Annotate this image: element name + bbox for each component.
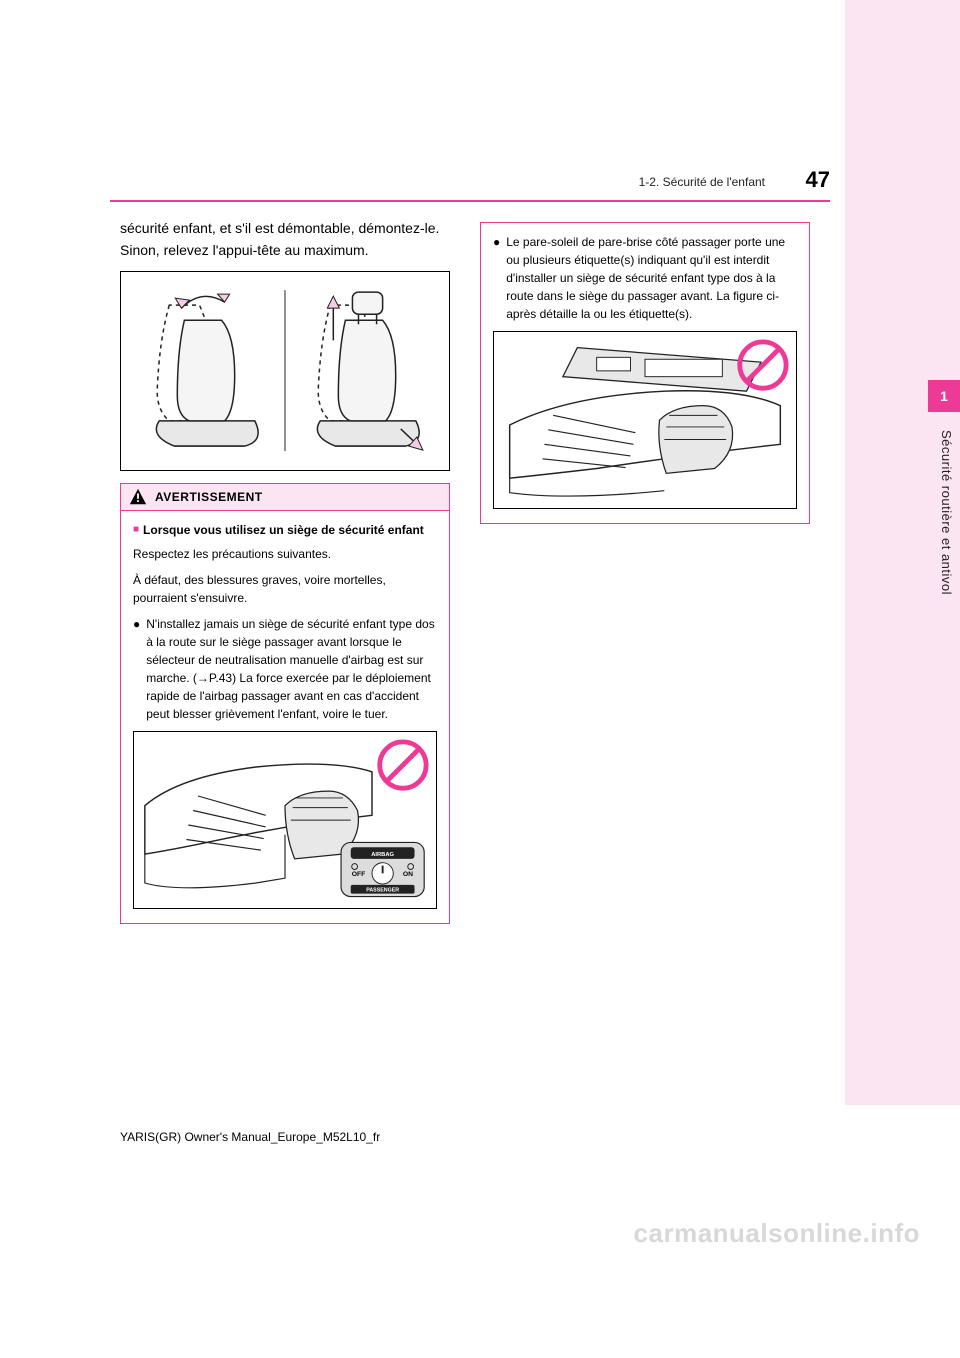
right-warning-body: ● Le pare-soleil de pare-brise côté pass… [481, 223, 809, 523]
footer-document-id: YARIS(GR) Owner's Manual_Europe_M52L10_f… [120, 1130, 380, 1144]
right-bullet-1-text: Le pare-soleil de pare-brise côté passag… [506, 233, 797, 323]
right-bullet-1: ● Le pare-soleil de pare-brise côté pass… [493, 233, 797, 323]
warning-bullet-1: ● N'installez jamais un siège de sécurit… [133, 615, 437, 723]
chapter-number-tab: 1 [928, 380, 960, 412]
warning-precaution-1: Respectez les précautions suivantes. [133, 545, 437, 563]
warning-bullet-1-text: N'installez jamais un siège de sécurité … [146, 615, 437, 723]
off-label: OFF [352, 871, 365, 878]
warning-subtitle-text: Lorsque vous utilisez un siège de sécuri… [143, 521, 424, 539]
warning-subtitle: ■ Lorsque vous utilisez un siège de sécu… [133, 521, 437, 539]
figure-seats-headrest [120, 271, 450, 470]
passenger-label: PASSENGER [366, 887, 399, 893]
warning-body: ■ Lorsque vous utilisez un siège de sécu… [121, 511, 449, 923]
airbag-label: AIRBAG [371, 851, 394, 857]
figure-airbag-prohibition: AIRBAG OFF ON PASSENGER [133, 731, 437, 909]
on-label: ON [403, 871, 413, 878]
square-bullet-icon: ■ [133, 521, 139, 539]
warning-header: AVERTISSEMENT [121, 484, 449, 511]
page-number: 47 [806, 167, 830, 193]
bullet-icon: ● [493, 233, 500, 323]
header-rule [110, 200, 830, 202]
page-header: 1-2. Sécurité de l'enfant 47 [120, 175, 820, 215]
bullet-icon: ● [133, 615, 140, 723]
warning-precaution-2: À défaut, des blessures graves, voire mo… [133, 571, 437, 607]
warning-box: AVERTISSEMENT ■ Lorsque vous utilisez un… [120, 483, 450, 924]
left-column: sécurité enfant, et s'il est démontable,… [120, 218, 450, 924]
section-label: 1-2. Sécurité de l'enfant [639, 175, 765, 189]
footer-watermark: carmanualsonline.info [634, 1218, 920, 1249]
intro-text: sécurité enfant, et s'il est démontable,… [120, 218, 450, 261]
figure-sunvisor-label [493, 331, 797, 509]
right-column: ● Le pare-soleil de pare-brise côté pass… [480, 218, 810, 524]
warning-title: AVERTISSEMENT [155, 490, 263, 504]
chapter-title-vertical: Sécurité routière et antivol [934, 430, 954, 730]
warning-triangle-icon [129, 488, 147, 506]
